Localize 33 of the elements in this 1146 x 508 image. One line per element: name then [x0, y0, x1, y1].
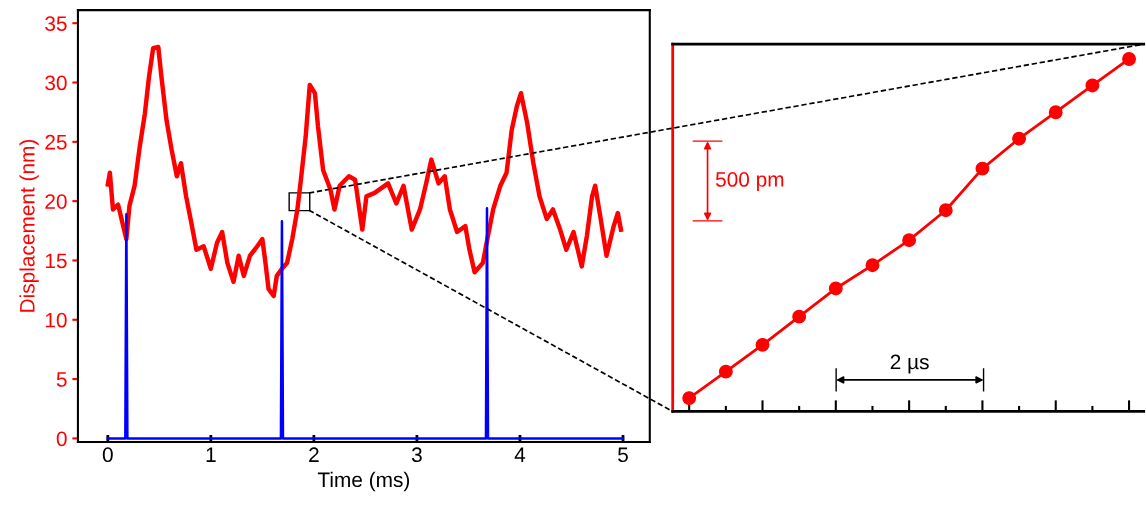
- x-tick-label: 2: [309, 447, 319, 462]
- annotation: 500 pm: [715, 172, 784, 191]
- x-tick-label: 3: [411, 447, 422, 463]
- point: [938, 203, 953, 218]
- x-tick-label: 1: [206, 447, 216, 462]
- y-tick-label: 10: [45, 312, 67, 328]
- point: [865, 258, 880, 273]
- annotation: 2 µs: [890, 354, 929, 374]
- point: [902, 233, 917, 248]
- line-series: [106, 207, 625, 440]
- point: [1085, 78, 1100, 93]
- y-tick-label: 5: [56, 372, 67, 387]
- point: [1012, 131, 1027, 146]
- x-tick-label: 5: [618, 447, 628, 463]
- point: [792, 309, 807, 324]
- y-tick-label: 15: [45, 253, 67, 269]
- y-tick-label: 0: [56, 431, 67, 447]
- point: [682, 391, 697, 406]
- y-tick-label: 20: [45, 194, 67, 209]
- y-tick-label: 25: [45, 134, 67, 150]
- y-tick-label: 30: [45, 75, 67, 91]
- y-axis-title: Displacement (nm): [19, 139, 39, 312]
- y-tick-label: 35: [45, 16, 67, 31]
- x-axis-title: Time (ms): [317, 471, 410, 492]
- point: [1048, 105, 1063, 120]
- point: [828, 281, 843, 296]
- point: [755, 337, 770, 352]
- point: [718, 364, 733, 379]
- x-tick-label: 4: [514, 447, 526, 462]
- x-tick-label: 0: [102, 447, 113, 463]
- point: [1122, 52, 1136, 66]
- point: [975, 161, 990, 176]
- line-series: [105, 44, 624, 299]
